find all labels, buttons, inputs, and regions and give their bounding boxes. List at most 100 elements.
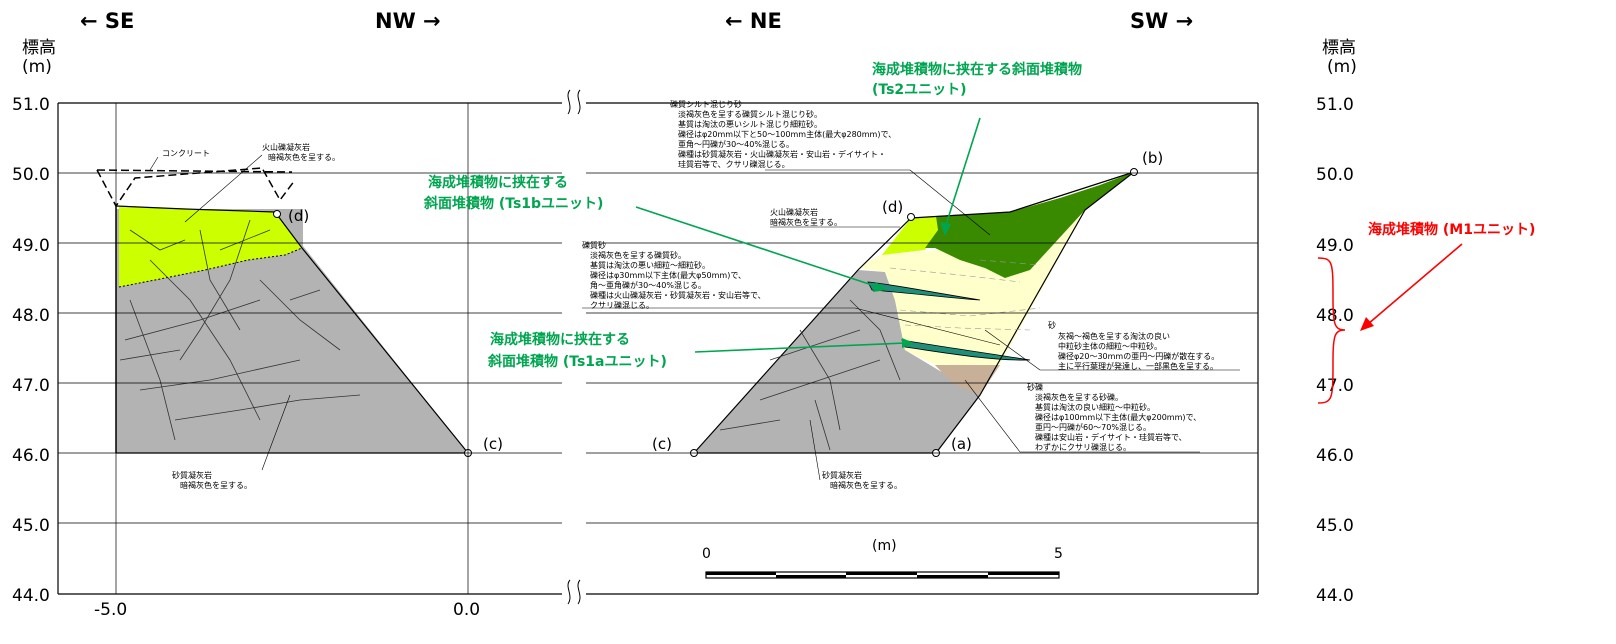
svg-text:礫種は火山礫凝灰岩・砂質凝灰岩・安山岩等で、: 礫種は火山礫凝灰岩・砂質凝灰岩・安山岩等で、	[590, 290, 766, 300]
svg-text:淡褐灰色を呈する礫質シルト混じり砂。: 淡褐灰色を呈する礫質シルト混じり砂。	[678, 109, 822, 119]
callout-m1: 海成堆積物 (M1ユニット)	[1368, 221, 1535, 238]
right-point-d-label: (d)	[882, 198, 903, 216]
svg-text:礫径はφ20mm以下と50～100mm主体(最大φ280mm: 礫径はφ20mm以下と50～100mm主体(最大φ280mm)で、	[678, 129, 896, 139]
note-silt-sand: 礫質シルト混じり砂 淡褐灰色を呈する礫質シルト混じり砂。 基質は淘汰の悪いシルト…	[670, 99, 896, 169]
left-volcanic-lapilli-tuff-unit	[119, 207, 302, 287]
svg-text:珪質岩等で、クサリ礫混じる。: 珪質岩等で、クサリ礫混じる。	[678, 159, 790, 169]
y-ticks-left: 51.0 50.0 49.0 48.0 47.0 46.0 45.0 44.0	[12, 95, 50, 606]
concrete-top-line	[96, 169, 293, 173]
y-ticks-right: 51.0 50.0 49.0 48.0 47.0 46.0 45.0 44.0	[1316, 95, 1354, 606]
svg-text:礫径φ20～30mmの亜円～円礫が散在する。: 礫径φ20～30mmの亜円～円礫が散在する。	[1058, 351, 1219, 361]
svg-text:砂質凝灰岩: 砂質凝灰岩	[822, 470, 862, 480]
svg-text:礫種は砂質凝灰岩・火山礫凝灰岩・安山岩・デイサイト・: 礫種は砂質凝灰岩・火山礫凝灰岩・安山岩・デイサイト・	[678, 149, 886, 159]
svg-text:わずかにクサリ礫混じる。: わずかにクサリ礫混じる。	[1035, 442, 1131, 452]
right-section: (d) (b) (c) (a) 礫質シルト混じり砂 淡褐灰色を呈する礫質シルト混…	[582, 99, 1240, 490]
m1-bracket	[1317, 257, 1346, 404]
note-left-volcanic-2: 暗褐灰色を呈する。	[268, 152, 340, 162]
direction-se: ← SE	[80, 9, 134, 33]
right-sand-unit	[858, 210, 1085, 365]
concrete-outline	[96, 167, 296, 208]
note-left-sandy-tuff-2: 暗褐灰色を呈する。	[180, 480, 252, 490]
y-title-right-1: 標高	[1322, 38, 1356, 58]
left-point-d-marker	[273, 210, 281, 218]
y-tick-45: 45.0	[12, 516, 50, 536]
ts1b-slope-deposit	[867, 281, 981, 301]
y-tick-48: 48.0	[12, 306, 50, 326]
svg-text:礫径はφ30mm以下主体(最大φ50mm)で、: 礫径はφ30mm以下主体(最大φ50mm)で、	[590, 270, 746, 280]
right-point-b-marker	[1130, 168, 1138, 176]
y-tick-46: 46.0	[12, 446, 50, 466]
y-tick-51: 51.0	[1316, 95, 1354, 115]
right-point-b-label: (b)	[1142, 149, 1163, 167]
note-sand: 砂 灰褐～褐色を呈する淘汰の良い 中粒砂主体の細粒～中粒砂。 礫径φ20～30m…	[1048, 320, 1219, 371]
callout-ts1b-line2: 斜面堆積物 (Ts1bユニット)	[423, 195, 603, 212]
scale-bar: 0 5 (m)	[702, 538, 1063, 579]
callout-ts1a-line1: 海成堆積物に挟在する	[490, 331, 630, 348]
callout-ts2-line2: (Ts2ユニット)	[872, 82, 967, 98]
frame-grid	[57, 89, 1259, 605]
y-title-left-1: 標高	[22, 38, 56, 58]
svg-text:基質は淘汰の良い細粒～中粒砂。: 基質は淘汰の良い細粒～中粒砂。	[1035, 402, 1155, 412]
callout-ts2-line1: 海成堆積物に挟在する斜面堆積物	[872, 61, 1082, 78]
y-tick-44: 44.0	[12, 586, 50, 606]
ts2-slope-deposit	[925, 172, 1134, 278]
note-left-sandy-tuff-1: 砂質凝灰岩	[172, 470, 212, 480]
note-right-sandy-tuff: 砂質凝灰岩 暗褐灰色を呈する。	[822, 470, 902, 490]
right-volcanic-lapilli-tuff-unit	[882, 216, 938, 255]
svg-text:亜円～円礫が60～70%混じる。: 亜円～円礫が60～70%混じる。	[1035, 422, 1151, 432]
note-sandy-gravel: 砂礫 淡褐灰色を呈する砂礫。 基質は淘汰の良い細粒～中粒砂。 礫径はφ100mm…	[1027, 382, 1201, 452]
y-tick-47: 47.0	[12, 376, 50, 396]
svg-text:砂: 砂	[1048, 320, 1056, 330]
svg-text:主に平行葉理が発達し、一部黒色を呈する。: 主に平行葉理が発達し、一部黒色を呈する。	[1058, 361, 1218, 371]
svg-text:淡褐灰色を呈する礫質砂。: 淡褐灰色を呈する礫質砂。	[590, 250, 686, 260]
direction-ne: ← NE	[725, 9, 782, 33]
left-unit-boundary	[118, 247, 303, 288]
scale-unit: (m)	[872, 538, 897, 554]
scale-start: 0	[702, 546, 711, 562]
y-tick-44: 44.0	[1316, 586, 1354, 606]
y-tick-46: 46.0	[1316, 446, 1354, 466]
svg-text:火山礫凝灰岩: 火山礫凝灰岩	[770, 207, 818, 217]
svg-text:クサリ礫混じる。: クサリ礫混じる。	[590, 300, 654, 310]
left-section: (d) (c) コンクリート 火山礫凝灰岩 暗褐灰色を呈する。 砂質凝灰岩 暗褐…	[96, 142, 503, 490]
left-point-d-label: (d)	[288, 207, 309, 225]
note-right-volcanic: 火山礫凝灰岩 暗褐灰色を呈する。	[770, 207, 842, 227]
axis-break-top-icon	[567, 89, 581, 115]
right-point-a-label: (a)	[951, 435, 972, 453]
svg-text:礫種は安山岩・デイサイト・珪質岩等で、: 礫種は安山岩・デイサイト・珪質岩等で、	[1035, 432, 1187, 442]
direction-nw: NW →	[375, 9, 441, 33]
note-gravel-sand: 礫質砂 淡褐灰色を呈する礫質砂。 基質は淘汰の悪い細粒～細粒砂。 礫径はφ30m…	[582, 240, 766, 310]
svg-text:砂礫: 砂礫	[1027, 382, 1043, 392]
svg-text:礫径はφ100mm以下主体(最大φ200mm)で、: 礫径はφ100mm以下主体(最大φ200mm)で、	[1035, 412, 1201, 422]
ts1a-slope-deposit	[901, 339, 1031, 361]
sand-laminae	[889, 259, 1041, 331]
right-point-d-marker	[907, 213, 915, 221]
scale-end: 5	[1054, 546, 1063, 562]
direction-sw: SW →	[1130, 9, 1193, 33]
svg-text:礫質シルト混じり砂: 礫質シルト混じり砂	[670, 99, 742, 109]
y-tick-51: 51.0	[12, 95, 50, 115]
svg-text:中粒砂主体の細粒～中粒砂。: 中粒砂主体の細粒～中粒砂。	[1058, 341, 1162, 351]
y-tick-50: 50.0	[1316, 165, 1354, 185]
callout-ts1a-line2: 斜面堆積物 (Ts1aユニット)	[487, 353, 667, 370]
callout-ts1b-line1: 海成堆積物に挟在する	[428, 174, 568, 191]
y-tick-48: 48.0	[1316, 306, 1354, 326]
y-tick-50: 50.0	[12, 165, 50, 185]
y-title-right-2: (m)	[1327, 57, 1357, 77]
svg-text:亜角～円礫が30～40%混じる。: 亜角～円礫が30～40%混じる。	[678, 139, 794, 149]
svg-text:暗褐灰色を呈する。: 暗褐灰色を呈する。	[770, 217, 842, 227]
svg-text:基質は淘汰の悪いシルト混じり細粒砂。: 基質は淘汰の悪いシルト混じり細粒砂。	[678, 119, 822, 129]
y-tick-47: 47.0	[1316, 376, 1354, 396]
note-left-volcanic-1: 火山礫凝灰岩	[262, 142, 310, 152]
y-tick-45: 45.0	[1316, 516, 1354, 536]
y-tick-49: 49.0	[1316, 236, 1354, 256]
right-ground-surface	[693, 171, 1135, 454]
axis-break-bottom-icon	[567, 579, 581, 605]
note-concrete: コンクリート	[162, 149, 210, 158]
y-title-left-2: (m)	[22, 57, 52, 77]
callouts: 海成堆積物に挟在する斜面堆積物 (Ts2ユニット) 海成堆積物に挟在する 斜面堆…	[423, 61, 1535, 404]
x-tick-minus5: -5.0	[94, 600, 127, 620]
x-tick-0: 0.0	[453, 600, 480, 620]
